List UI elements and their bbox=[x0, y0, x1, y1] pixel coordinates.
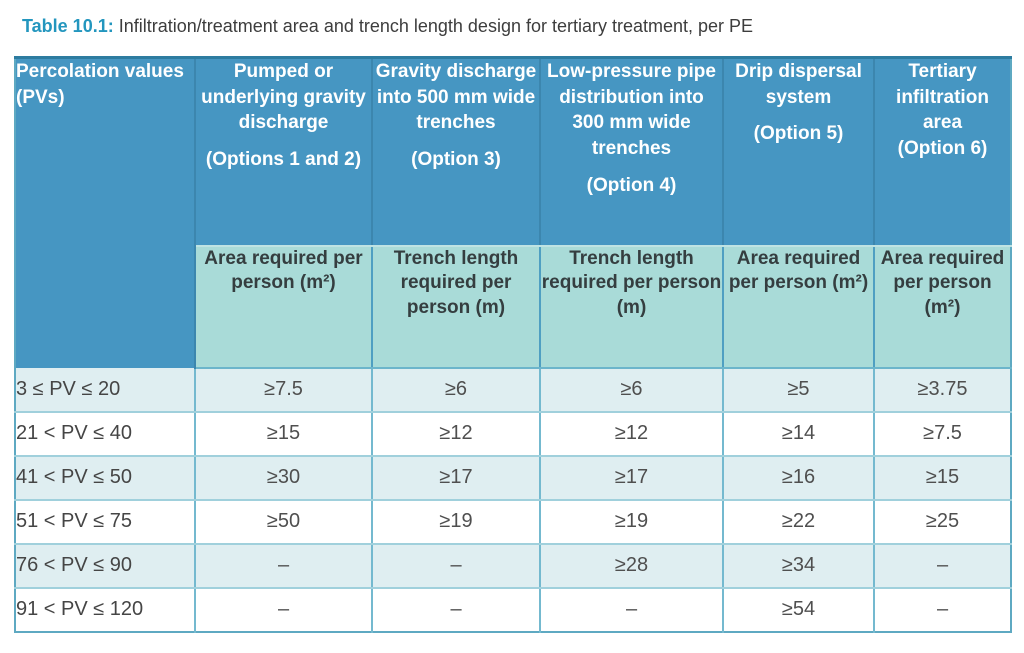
column-option-label: (Option 4) bbox=[586, 174, 677, 196]
table-row: 76 < PV ≤ 90– – ≥28 ≥34– bbox=[15, 543, 1011, 589]
column-title: Low-pressure pipe distribution into 300 … bbox=[547, 61, 716, 159]
value-cell-col-4: ≥12 bbox=[540, 411, 724, 457]
table-row: 21 < PV ≤ 40 ≥15 ≥12 ≥12 ≥14 ≥7.5 bbox=[15, 411, 1011, 457]
column-header-percolation-values: Percolation values (PVs) bbox=[15, 57, 196, 368]
column-option-label: (Option 5) bbox=[753, 123, 844, 145]
value-cell-col-2: ≥30 bbox=[195, 455, 373, 501]
value-cell-col-4: ≥19 bbox=[540, 499, 724, 545]
value-cell-col-3: – bbox=[372, 543, 541, 589]
table-caption: Table 10.1: Infiltration/treatment area a… bbox=[22, 16, 753, 37]
column-header-option-2: Gravity discharge into 500 mm wide trenc… bbox=[372, 57, 541, 247]
table-row: 3 ≤ PV ≤ 20 ≥7.5 ≥6 ≥6 ≥5 ≥3.75 bbox=[15, 367, 1011, 413]
column-option-label: (Options 1 and 2) bbox=[205, 148, 362, 170]
value-cell-col-2: ≥50 bbox=[195, 499, 373, 545]
percolation-range-cell: 41 < PV ≤ 50 bbox=[15, 455, 196, 501]
table-row: 41 < PV ≤ 50 ≥30 ≥17 ≥17 ≥16 ≥15 bbox=[15, 455, 1011, 501]
value-cell-col-4: ≥17 bbox=[540, 455, 724, 501]
value-cell-col-6: ≥3.75 bbox=[874, 367, 1011, 413]
value-cell-col-6: ≥25 bbox=[874, 499, 1011, 545]
value-cell-col-3: ≥17 bbox=[372, 455, 541, 501]
value-cell-col-4: ≥6 bbox=[540, 367, 724, 413]
table-row: 91 < PV ≤ 120– – – ≥54– bbox=[15, 587, 1011, 632]
column-option-label: (Option 6) bbox=[897, 137, 988, 159]
value-cell-col-3: ≥19 bbox=[372, 499, 541, 545]
column-subheader-4: Area required per person (m²) bbox=[723, 245, 875, 369]
value-cell-col-3: – bbox=[372, 587, 541, 632]
table-caption-label: Table 10.1: bbox=[22, 16, 114, 36]
column-header-option-1: Pumped or underlying gravity discharge (O… bbox=[195, 57, 373, 247]
value-cell-col-6: ≥15 bbox=[874, 455, 1011, 501]
percolation-range-cell: 51 < PV ≤ 75 bbox=[15, 499, 196, 545]
value-cell-col-6: ≥7.5 bbox=[874, 411, 1011, 457]
percolation-range-cell: 76 < PV ≤ 90 bbox=[15, 543, 196, 589]
infiltration-design-table: Percolation values (PVs) Pumped or underl… bbox=[14, 56, 1012, 633]
column-option-label: (Option 3) bbox=[411, 148, 501, 170]
value-cell-col-6: – bbox=[874, 543, 1011, 589]
value-cell-col-2: ≥7.5 bbox=[195, 367, 373, 413]
column-title: Tertiary infiltration area bbox=[896, 61, 989, 134]
column-title: Pumped or underlying gravity discharge bbox=[201, 61, 366, 134]
column-header-option-3: Low-pressure pipe distribution into 300 … bbox=[540, 57, 724, 247]
value-cell-col-5: ≥16 bbox=[723, 455, 875, 501]
value-cell-col-6: – bbox=[874, 587, 1011, 632]
table-caption-text: Infiltration/treatment area and trench l… bbox=[118, 16, 754, 36]
value-cell-col-5: ≥34 bbox=[723, 543, 875, 589]
column-header-option-4: Drip dispersal system (Option 5) bbox=[723, 57, 875, 247]
column-subheader-3: Trench length required per person (m) bbox=[540, 245, 724, 369]
value-cell-col-2: – bbox=[195, 587, 373, 632]
value-cell-col-4: ≥28 bbox=[540, 543, 724, 589]
column-subheader-5: Area required per person (m²) bbox=[874, 245, 1011, 369]
column-title: Gravity discharge into 500 mm wide trenc… bbox=[375, 61, 537, 134]
table-body: 3 ≤ PV ≤ 20 ≥7.5 ≥6 ≥6 ≥5 ≥3.75 21 < PV ≤ 40 ≥1… bbox=[15, 367, 1011, 632]
percolation-range-cell: 21 < PV ≤ 40 bbox=[15, 411, 196, 457]
value-cell-col-5: ≥14 bbox=[723, 411, 875, 457]
value-cell-col-2: ≥15 bbox=[195, 411, 373, 457]
column-subheader-2: Trench length required per person (m) bbox=[372, 245, 541, 369]
percolation-range-cell: 91 < PV ≤ 120 bbox=[15, 587, 196, 632]
value-cell-col-4: – bbox=[540, 587, 724, 632]
value-cell-col-2: – bbox=[195, 543, 373, 589]
table-header: Percolation values (PVs) Pumped or underl… bbox=[15, 57, 1011, 369]
value-cell-col-5: ≥22 bbox=[723, 499, 875, 545]
value-cell-col-3: ≥12 bbox=[372, 411, 541, 457]
table-row: 51 < PV ≤ 75 ≥50 ≥19 ≥19 ≥22 ≥25 bbox=[15, 499, 1011, 545]
value-cell-col-5: ≥54 bbox=[723, 587, 875, 632]
value-cell-col-3: ≥6 bbox=[372, 367, 541, 413]
percolation-range-cell: 3 ≤ PV ≤ 20 bbox=[15, 367, 196, 413]
column-title: Drip dispersal system bbox=[735, 61, 862, 108]
value-cell-col-5: ≥5 bbox=[723, 367, 875, 413]
column-subheader-1: Area required per person (m²) bbox=[195, 245, 373, 369]
column-header-option-5: Tertiary infiltration area (Option 6) bbox=[874, 57, 1011, 247]
